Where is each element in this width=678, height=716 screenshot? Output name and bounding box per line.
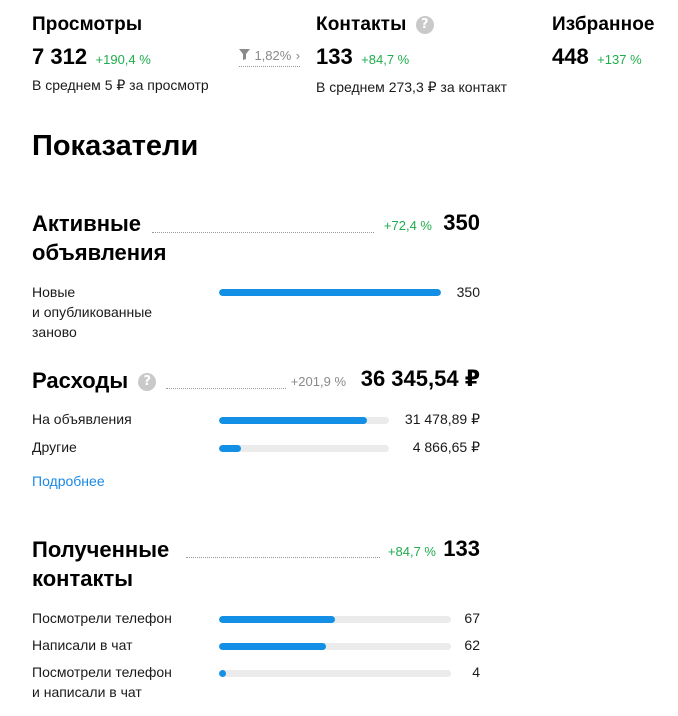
- views-value-group: 7 312 +190,4 %: [32, 44, 151, 70]
- contacts-value: 133: [316, 44, 353, 69]
- contacts-title-group: Контакты ?: [316, 14, 434, 36]
- expenses-row2-progress-bar: [219, 445, 389, 452]
- expenses-delta: +201,9 %: [290, 374, 346, 389]
- contacts-row1-progress-bar: [219, 616, 451, 623]
- favorites-value-group: 448 +137 %: [552, 44, 642, 70]
- contacts-row2-value: 62: [464, 637, 480, 653]
- received-contacts-dots: [186, 557, 380, 558]
- expenses-value: 36 345,54 ₽: [360, 366, 480, 391]
- active-ads-progress-fill: [219, 289, 441, 296]
- expenses-title-group: Расходы ?: [32, 366, 157, 395]
- received-contacts-title-line2: контакты: [32, 566, 134, 591]
- active-ads-row-value: 350: [456, 284, 480, 300]
- help-icon[interactable]: ?: [138, 373, 157, 391]
- active-ads-dots: [152, 232, 374, 233]
- received-contacts-title-line1: Полученные: [32, 537, 170, 562]
- expenses-row1-value: 31 478,89 ₽: [404, 411, 480, 427]
- expenses-row1-progress-fill: [219, 417, 367, 424]
- expenses-row2-progress-fill: [219, 445, 242, 452]
- views-delta: +190,4 %: [95, 52, 151, 67]
- contacts-row3-label-line2: и написали в чат: [32, 684, 142, 700]
- contacts-row2-progress-fill: [219, 643, 326, 650]
- views-subtitle: В среднем 5 ₽ за просмотр: [32, 77, 209, 93]
- active-ads-row-label-line2: и опубликованные: [32, 304, 153, 320]
- contacts-row1-progress-fill: [219, 616, 335, 623]
- chevron-right-icon: ›: [295, 48, 301, 64]
- conversion-indicator[interactable]: 1,82% ›: [239, 47, 301, 68]
- active-ads-delta: +72,4 %: [383, 218, 432, 233]
- active-ads-title: Активные объявления: [32, 209, 166, 267]
- received-contacts-title: Полученные контакты: [32, 535, 169, 593]
- contacts-row3-progress-bar: [219, 670, 451, 677]
- contacts-value-group: 133 +84,7 %: [316, 44, 409, 70]
- contacts-row3-label-line1: Посмотрели телефон: [32, 664, 172, 680]
- contacts-delta: +84,7 %: [361, 52, 410, 67]
- help-icon[interactable]: ?: [415, 16, 434, 34]
- active-ads-row-label: Новые и опубликованные заново: [32, 282, 152, 342]
- contacts-row2-label: Написали в чат: [32, 637, 133, 653]
- received-contacts-delta: +84,7 %: [387, 544, 436, 559]
- active-ads-value: 350: [443, 210, 480, 235]
- contacts-row1-value: 67: [464, 610, 480, 626]
- views-title: Просмотры: [32, 14, 143, 35]
- conversion-value: 1,82%: [254, 48, 292, 64]
- contacts-row3-progress-fill: [219, 670, 226, 677]
- favorites-value: 448: [552, 44, 589, 69]
- contacts-subtitle: В среднем 273,3 ₽ за контакт: [316, 79, 508, 95]
- received-contacts-value: 133: [443, 536, 480, 561]
- expenses-row1-progress-bar: [219, 417, 389, 424]
- expenses-title: Расходы: [32, 368, 129, 393]
- indicators-title: Показатели: [32, 130, 199, 162]
- active-ads-row-label-line3: заново: [32, 324, 77, 340]
- favorites-title: Избранное: [552, 14, 655, 35]
- views-value: 7 312: [32, 44, 88, 69]
- expenses-more-link[interactable]: Подробнее: [32, 473, 105, 489]
- expenses-dots: [166, 388, 286, 389]
- expenses-row2-label: Другие: [32, 439, 77, 455]
- expenses-row2-value: 4 866,65 ₽: [412, 439, 480, 455]
- expenses-row1-label: На объявления: [32, 411, 132, 427]
- contacts-row2-progress-bar: [219, 643, 451, 650]
- active-ads-row-label-line1: Новые: [32, 284, 76, 300]
- contacts-title: Контакты: [316, 14, 407, 35]
- active-ads-progress-bar: [219, 289, 441, 296]
- contacts-row3-value: 4: [472, 664, 480, 680]
- favorites-delta: +137 %: [597, 52, 642, 67]
- active-ads-title-line1: Активные: [32, 211, 142, 236]
- contacts-row3-label: Посмотрели телефон и написали в чат: [32, 662, 172, 702]
- contacts-row1-label: Посмотрели телефон: [32, 610, 172, 626]
- active-ads-title-line2: объявления: [32, 240, 167, 265]
- filter-funnel-icon: [239, 47, 250, 65]
